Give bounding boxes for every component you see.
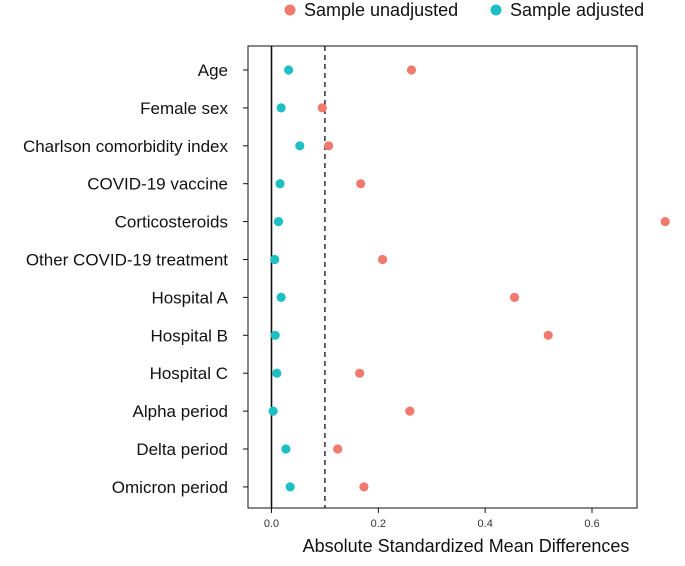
x-tick-label: 0.6	[584, 518, 599, 530]
point-sample-unadjusted	[406, 65, 417, 75]
point-sample-unadjusted	[543, 330, 553, 340]
point-sample-unadjusted	[660, 217, 670, 227]
point-sample-unadjusted	[509, 292, 520, 302]
y-tick-label: Omicron period	[112, 478, 228, 497]
y-tick-label: COVID-19 vaccine	[87, 175, 228, 194]
point-sample-adjusted	[270, 254, 280, 265]
point-sample-unadjusted	[355, 368, 365, 378]
point-sample-adjusted	[272, 368, 282, 378]
x-axis-title: Absolute Standardized Mean Differences	[303, 536, 630, 556]
point-sample-adjusted	[285, 482, 295, 492]
x-tick-label: 0.2	[371, 518, 386, 530]
y-axis-labels: Age Female sex Charlson comorbidity index C…	[23, 61, 229, 497]
point-sample-adjusted	[276, 292, 286, 302]
point-sample-unadjusted	[324, 141, 334, 151]
point-sample-adjusted	[270, 330, 280, 340]
y-tick-label: Hospital C	[150, 364, 228, 383]
point-sample-adjusted	[273, 217, 284, 227]
y-tick-label: Age	[198, 61, 228, 80]
point-sample-adjusted	[268, 406, 278, 416]
y-tick-label: Alpha period	[133, 402, 228, 421]
point-sample-unadjusted	[356, 179, 366, 189]
plot-panel	[247, 45, 638, 509]
y-tick-label: Female sex	[140, 99, 228, 118]
legend-marker	[490, 4, 502, 16]
y-tick-label: Corticosteroids	[115, 213, 228, 232]
point-sample-adjusted	[283, 65, 294, 75]
point-sample-adjusted	[276, 103, 286, 113]
legend-label: Sample adjusted	[510, 0, 644, 20]
legend: Sample unadjusted Sample adjusted	[284, 0, 644, 20]
point-sample-adjusted	[295, 141, 305, 151]
legend-label: Sample unadjusted	[304, 0, 458, 20]
y-tick-label: Hospital B	[151, 326, 228, 345]
data-points	[268, 65, 670, 492]
point-sample-adjusted	[275, 179, 285, 189]
legend-marker	[284, 4, 296, 16]
point-sample-unadjusted	[359, 482, 369, 492]
y-tick-label: Charlson comorbidity index	[23, 137, 229, 156]
y-axis-ticks	[243, 69, 248, 488]
x-tick-label: 0.0	[264, 518, 279, 530]
point-sample-unadjusted	[333, 444, 343, 454]
point-sample-unadjusted	[317, 103, 327, 113]
point-sample-unadjusted	[405, 406, 415, 416]
y-tick-label: Delta period	[136, 440, 228, 459]
x-tick-label: 0.4	[478, 518, 493, 530]
point-sample-adjusted	[281, 444, 291, 454]
point-sample-unadjusted	[378, 254, 388, 265]
y-tick-label: Hospital A	[151, 288, 228, 307]
x-axis-ticks: 0.0 0.2 0.4 0.6	[264, 508, 600, 530]
y-tick-label: Other COVID-19 treatment	[26, 251, 228, 270]
